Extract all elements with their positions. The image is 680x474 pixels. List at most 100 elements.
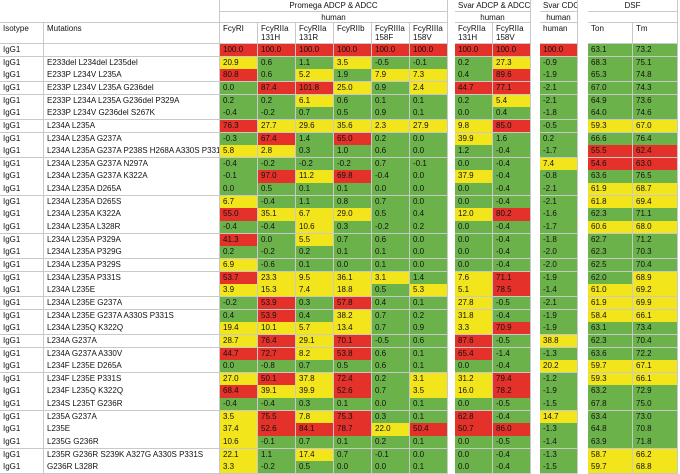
value-cell: 71.1: [633, 208, 678, 222]
value-cell: -0.5: [493, 436, 531, 450]
value-cell: 0.6: [372, 347, 410, 361]
value-cell: 3.1: [372, 271, 410, 285]
value-cell: -1.4: [540, 436, 578, 450]
isotype: IgG1: [0, 385, 44, 399]
value-cell: 0.3: [372, 410, 410, 424]
value-cell: 63.6: [588, 170, 633, 184]
isotype: IgG1: [0, 322, 44, 336]
value-cell: -0.6: [258, 259, 296, 273]
value-cell: 0.2: [455, 56, 493, 70]
column-header: FcyRIIa 131H: [258, 23, 296, 44]
value-cell: 0.1: [372, 246, 410, 260]
value-cell: 0.6: [372, 360, 410, 374]
value-cell: 0.5: [334, 107, 372, 121]
value-cell: 0.0: [455, 183, 493, 197]
isotype: IgG1: [0, 372, 44, 386]
value-cell: 69.9: [633, 296, 678, 311]
value-cell: 61.8: [588, 195, 633, 209]
value-cell: 37.9: [455, 170, 493, 184]
value-cell: 0.0: [410, 233, 448, 247]
column-header: FcyRIIa 158V: [493, 23, 531, 44]
value-cell: -0.2: [258, 157, 296, 171]
value-cell: 52.6: [258, 423, 296, 437]
value-cell: 0.1: [410, 94, 448, 108]
value-cell: 100.0: [540, 44, 578, 58]
value-cell: 1.9: [334, 69, 372, 83]
mutations: L234F L235E D265A: [44, 360, 220, 374]
value-cell: 85.0: [493, 119, 531, 134]
value-cell: 67.1: [633, 360, 678, 374]
value-cell: 0.3: [296, 296, 334, 311]
value-cell: 0.0: [455, 448, 493, 462]
value-cell: 11.2: [296, 170, 334, 184]
value-cell: 7.4: [296, 284, 334, 298]
value-cell: 100.0: [410, 44, 448, 58]
value-cell: 3.5: [220, 410, 258, 424]
value-cell: 0.7: [296, 360, 334, 374]
value-cell: 6.7: [296, 208, 334, 222]
value-cell: 0.3: [334, 221, 372, 235]
value-cell: 5.1: [455, 284, 493, 298]
value-cell: 0.5: [372, 208, 410, 222]
value-cell: 0.4: [220, 309, 258, 323]
isotype: IgG1: [0, 360, 44, 374]
value-cell: 6.9: [220, 259, 258, 273]
value-cell: -2.0: [540, 259, 578, 273]
value-cell: 0.6: [372, 233, 410, 247]
value-cell: 0.3: [296, 398, 334, 412]
value-cell: -0.5: [372, 56, 410, 70]
value-cell: 0.0: [334, 259, 372, 273]
value-cell: -0.4: [493, 170, 531, 184]
isotype: IgG1: [0, 246, 44, 260]
value-cell: 44.7: [220, 347, 258, 361]
value-cell: -0.4: [372, 170, 410, 184]
value-cell: 75.0: [633, 398, 678, 412]
value-cell: 27.9: [410, 119, 448, 134]
value-cell: 6.1: [296, 94, 334, 108]
value-cell: 44.7: [455, 81, 493, 96]
value-cell: -1.2: [540, 372, 578, 386]
value-cell: -0.3: [220, 132, 258, 146]
column-header: Tm: [633, 23, 678, 44]
value-cell: -0.4: [493, 360, 531, 374]
value-cell: 65.4: [455, 347, 493, 361]
mutations: L234A L235A D265S: [44, 195, 220, 209]
value-cell: 0.6: [334, 94, 372, 108]
value-cell: -0.1: [410, 157, 448, 171]
value-cell: 0.0: [410, 170, 448, 184]
value-cell: 8.2: [296, 347, 334, 361]
value-cell: 0.5: [334, 360, 372, 374]
value-cell: 71.1: [493, 271, 531, 285]
value-cell: 37.8: [296, 372, 334, 386]
column-header: FcyRIIa 131H: [455, 23, 493, 44]
value-cell: 39.9: [296, 385, 334, 399]
value-cell: 0.6: [410, 334, 448, 349]
value-cell: 0.1: [296, 183, 334, 197]
value-cell: 68.9: [633, 271, 678, 285]
isotype: IgG1: [0, 296, 44, 311]
isotype: IgG1: [0, 81, 44, 96]
value-cell: -0.4: [493, 157, 531, 171]
value-cell: -0.4: [493, 246, 531, 260]
value-cell: 63.1: [588, 322, 633, 336]
value-cell: 76.4: [633, 132, 678, 146]
value-cell: 38.2: [334, 309, 372, 323]
isotype: IgG1: [0, 157, 44, 171]
value-cell: 67.0: [633, 119, 678, 134]
mutations: E233P L234V L235A: [44, 69, 220, 83]
value-cell: 60.6: [588, 221, 633, 235]
value-cell: 62.3: [588, 208, 633, 222]
value-cell: 76.3: [220, 119, 258, 134]
value-cell: 0.0: [455, 360, 493, 374]
value-cell: 53.7: [220, 271, 258, 285]
value-cell: 64.0: [588, 107, 633, 121]
isotype: IgG1: [0, 145, 44, 159]
value-cell: 0.7: [334, 233, 372, 247]
value-cell: 80.2: [493, 208, 531, 222]
value-cell: 0.0: [455, 195, 493, 209]
value-cell: 78.7: [334, 423, 372, 437]
value-cell: 62.0: [588, 271, 633, 285]
column-header: human: [540, 23, 578, 44]
value-cell: 0.0: [220, 81, 258, 96]
value-cell: 0.5: [372, 284, 410, 298]
